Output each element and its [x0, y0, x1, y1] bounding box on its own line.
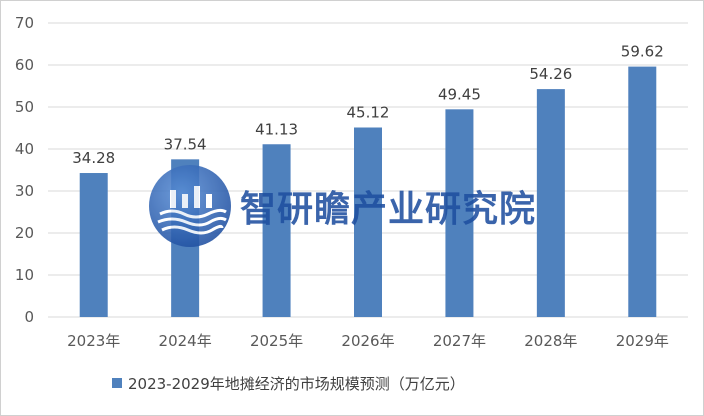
y-tick-label: 70: [15, 14, 34, 32]
bar: [262, 144, 291, 317]
y-tick-label: 60: [15, 56, 34, 74]
data-label: 49.45: [438, 85, 481, 103]
y-tick-label: 0: [24, 308, 34, 326]
data-label: 54.26: [529, 65, 572, 83]
x-tick-label: 2025年: [250, 332, 303, 350]
bar: [79, 173, 108, 317]
watermark-text: 智研瞻产业研究院: [240, 189, 537, 230]
watermark: 智研瞻产业研究院: [148, 164, 548, 248]
bar: [628, 66, 657, 317]
bar: [445, 109, 474, 317]
x-tick-label: 2027年: [433, 332, 486, 350]
legend: 2023-2029年地摊经济的市场规模预测（万亿元）: [112, 372, 465, 394]
data-label: 37.54: [164, 135, 207, 153]
legend-swatch: [112, 378, 122, 388]
y-tick-label: 10: [15, 266, 34, 284]
x-tick-label: 2029年: [616, 332, 669, 350]
data-label: 45.12: [347, 103, 390, 121]
x-tick-label: 2023年: [67, 332, 120, 350]
bar: [536, 89, 565, 317]
y-tick-label: 50: [15, 98, 34, 116]
x-tick-label: 2026年: [341, 332, 394, 350]
x-tick-label: 2024年: [159, 332, 212, 350]
bar: [354, 127, 382, 317]
y-tick-label: 40: [15, 140, 34, 158]
legend-label: 2023-2029年地摊经济的市场规模预测（万亿元）: [128, 374, 465, 393]
zhiyanzhan-logo-icon: [149, 165, 231, 247]
y-tick-label: 30: [15, 182, 34, 200]
y-tick-label: 20: [15, 224, 34, 242]
data-label: 41.13: [255, 120, 298, 138]
data-label: 34.28: [72, 149, 115, 167]
x-tick-label: 2028年: [524, 332, 577, 350]
data-label: 59.62: [621, 43, 664, 61]
